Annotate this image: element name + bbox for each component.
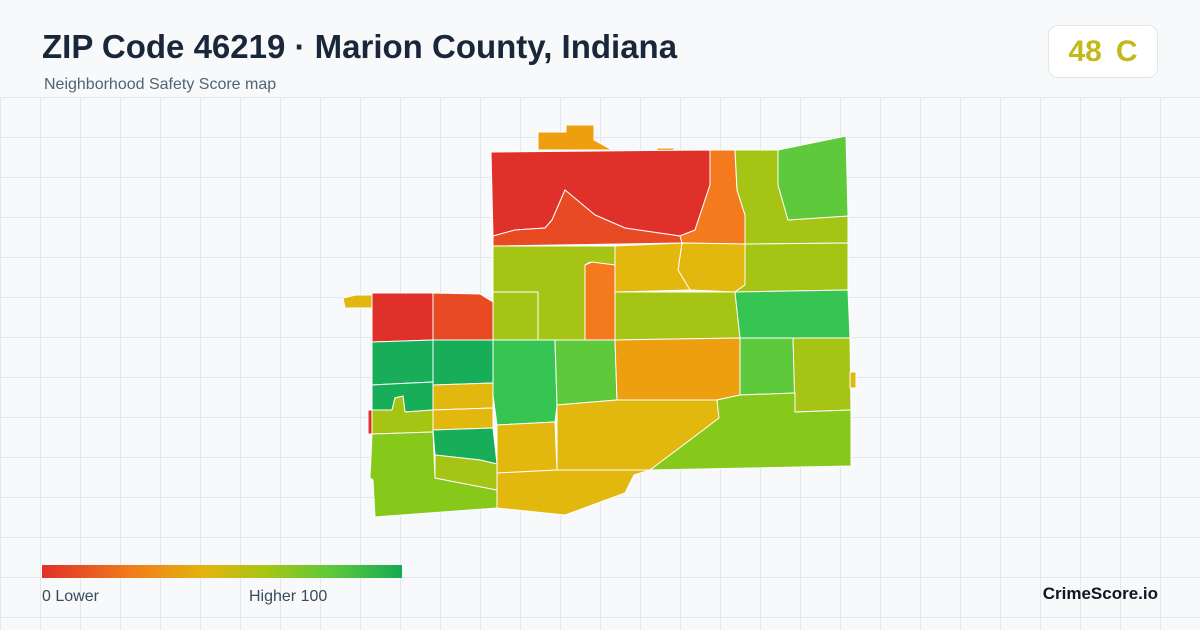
brand-logo-text: CrimeScore.io [1042,584,1158,603]
map-region-west-darkgreen-b[interactable] [432,339,494,386]
map-region-east-yellowgreen-b[interactable] [792,337,852,413]
page-subtitle: Neighborhood Safety Score map [44,76,277,93]
map-region-west-redorange[interactable] [432,292,494,341]
map-region-center-medgreen[interactable] [492,339,558,426]
map-region-center-yellowgreen[interactable] [614,291,741,341]
legend-gradient-bar [42,565,402,578]
map-region-south-gold-wide[interactable] [496,469,651,516]
map-region-center-gold[interactable] [677,242,746,293]
page-title: ZIP Code 46219 · Marion County, Indiana [42,28,678,65]
map-region-south-gold[interactable] [496,421,558,474]
map-region-west-gold-b[interactable] [432,407,494,431]
map-region-center-amber[interactable] [614,337,741,401]
map-region-west-red[interactable] [371,292,434,343]
map-region-east-green[interactable] [739,337,796,396]
map-region-east-medgreen[interactable] [734,289,851,339]
map-region-east-yellowgreen[interactable] [734,242,849,293]
legend-min-label: 0 Lower [42,588,99,605]
map-region-west-gold-sliver[interactable] [342,294,373,309]
map-region-orange-narrow[interactable] [584,261,616,341]
map-region-west-red-edge[interactable] [367,409,373,435]
map-region-center-olive[interactable] [614,242,691,293]
legend-max-label: Higher 100 [249,588,328,605]
map-region-west-darkgreen-a[interactable] [371,339,434,386]
map-region-se-lime[interactable] [649,392,852,471]
safety-score-badge: 48 C [1048,25,1158,78]
map-region-north-strip[interactable] [492,189,683,247]
score-value: 48 [1068,34,1102,68]
map-region-ne-green[interactable] [777,135,849,221]
map-region-north-notch[interactable] [537,124,613,151]
map-region-center-green[interactable] [554,339,618,406]
map-region-east-tab[interactable] [849,371,857,389]
score-grade: C [1115,34,1138,68]
map-region-west-gold-a[interactable] [432,382,494,411]
map-region-west-column-lower[interactable] [492,291,539,341]
